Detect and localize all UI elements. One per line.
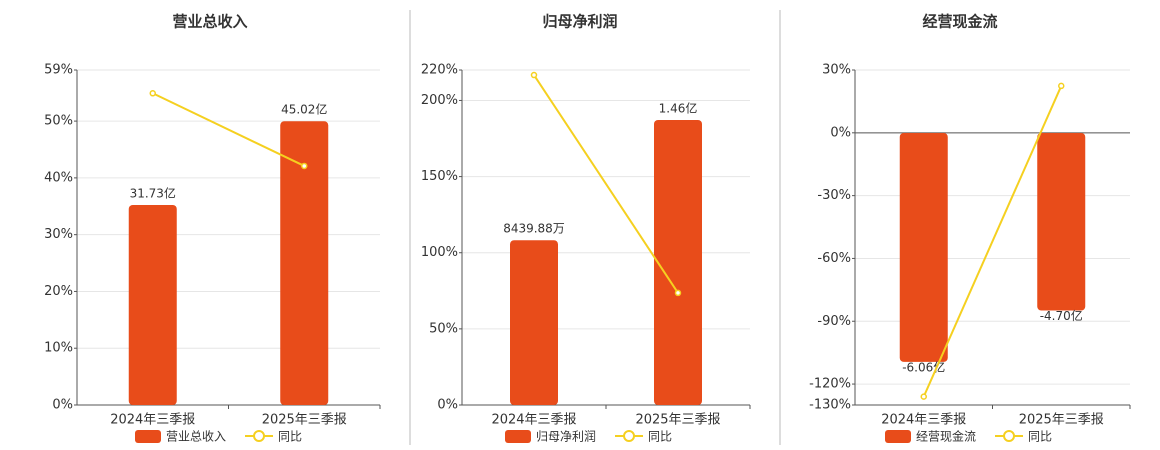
- line-point: [674, 289, 682, 297]
- x-tick-label: 2024年三季报: [881, 413, 966, 428]
- y-tick-label: 0%: [437, 398, 458, 413]
- y-tick-label: 220%: [421, 63, 458, 78]
- y-tick-label: 50%: [429, 321, 458, 336]
- value-label: 45.02亿: [281, 102, 327, 117]
- y-tick-label: -90%: [817, 314, 851, 329]
- y-tick-label: 30%: [822, 63, 851, 78]
- x-tick-label: 2025年三季报: [1019, 413, 1104, 428]
- legend-marker: [253, 430, 266, 442]
- bar: [654, 119, 702, 406]
- y-tick-label: 200%: [421, 93, 458, 108]
- line-point: [301, 162, 308, 170]
- legend-label: 同比: [1028, 430, 1052, 444]
- y-tick-label: 20%: [44, 284, 73, 299]
- line-point: [530, 71, 538, 79]
- chart-title: 归母净利润: [542, 13, 617, 31]
- line-point: [920, 393, 927, 400]
- line: [152, 92, 305, 167]
- line-point: [149, 90, 156, 97]
- y-tick-label: 150%: [421, 169, 458, 184]
- legend-marker: [1003, 430, 1016, 442]
- line: [922, 85, 1063, 398]
- value-label: 31.73亿: [130, 186, 176, 201]
- line: [533, 74, 679, 294]
- y-tick-label: -60%: [817, 251, 851, 266]
- y-tick-label: 0%: [52, 398, 73, 413]
- legend-swatch: [135, 430, 161, 443]
- x-tick-label: 2025年三季报: [635, 413, 720, 428]
- legend-swatch: [885, 430, 911, 443]
- y-tick-label: 40%: [44, 170, 73, 185]
- legend-marker: [623, 430, 636, 442]
- y-tick-label: -30%: [817, 188, 851, 203]
- y-tick-label: 100%: [421, 245, 458, 260]
- legend-label: 营业总收入: [166, 430, 226, 444]
- x-tick-label: 2024年三季报: [110, 413, 195, 428]
- legend-label: 同比: [648, 430, 672, 444]
- bar: [128, 205, 177, 405]
- value-label: 8439.88万: [503, 222, 565, 236]
- bar: [280, 121, 329, 405]
- y-tick-label: 59%: [44, 63, 73, 78]
- line-point: [1058, 82, 1065, 90]
- y-tick-label: 10%: [44, 341, 73, 356]
- bar: [510, 240, 558, 405]
- bar: [899, 132, 948, 362]
- legend-label: 归母净利润: [536, 430, 596, 444]
- legend-swatch: [505, 430, 531, 443]
- y-tick-label: 30%: [44, 227, 73, 242]
- value-label: -4.70亿: [1040, 308, 1083, 323]
- y-tick-label: 50%: [44, 114, 73, 129]
- y-tick-label: 0%: [830, 125, 851, 140]
- x-tick-label: 2024年三季报: [491, 413, 576, 428]
- x-tick-label: 2025年三季报: [262, 413, 347, 428]
- y-tick-label: -120%: [809, 377, 851, 392]
- chart-title: 营业总收入: [172, 13, 247, 31]
- bar: [1037, 132, 1086, 311]
- legend-label: 经营现金流: [916, 429, 976, 444]
- y-tick-label: -130%: [809, 398, 851, 413]
- legend-label: 同比: [278, 430, 302, 444]
- chart-title: 经营现金流: [922, 13, 997, 31]
- value-label: 1.46亿: [659, 100, 698, 115]
